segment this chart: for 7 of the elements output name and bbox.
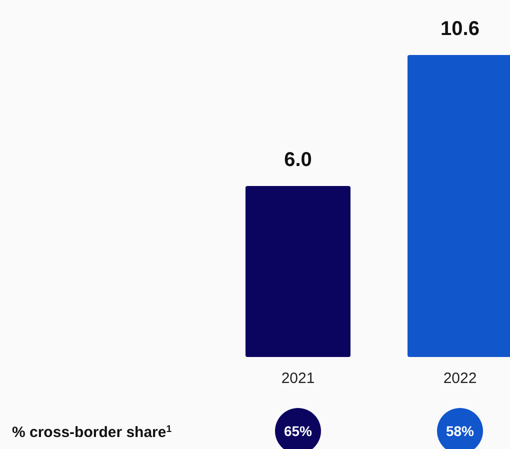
- text: 65%: [284, 423, 313, 439]
- x-tick-label: 2022: [443, 370, 477, 387]
- x-tick-label: 2021: [281, 370, 315, 387]
- data-label: 10.6: [440, 18, 480, 40]
- data-label: 6.0: [284, 149, 312, 172]
- text: 58%: [446, 423, 475, 439]
- text: % cross-border share$^{1}$: [12, 424, 172, 441]
